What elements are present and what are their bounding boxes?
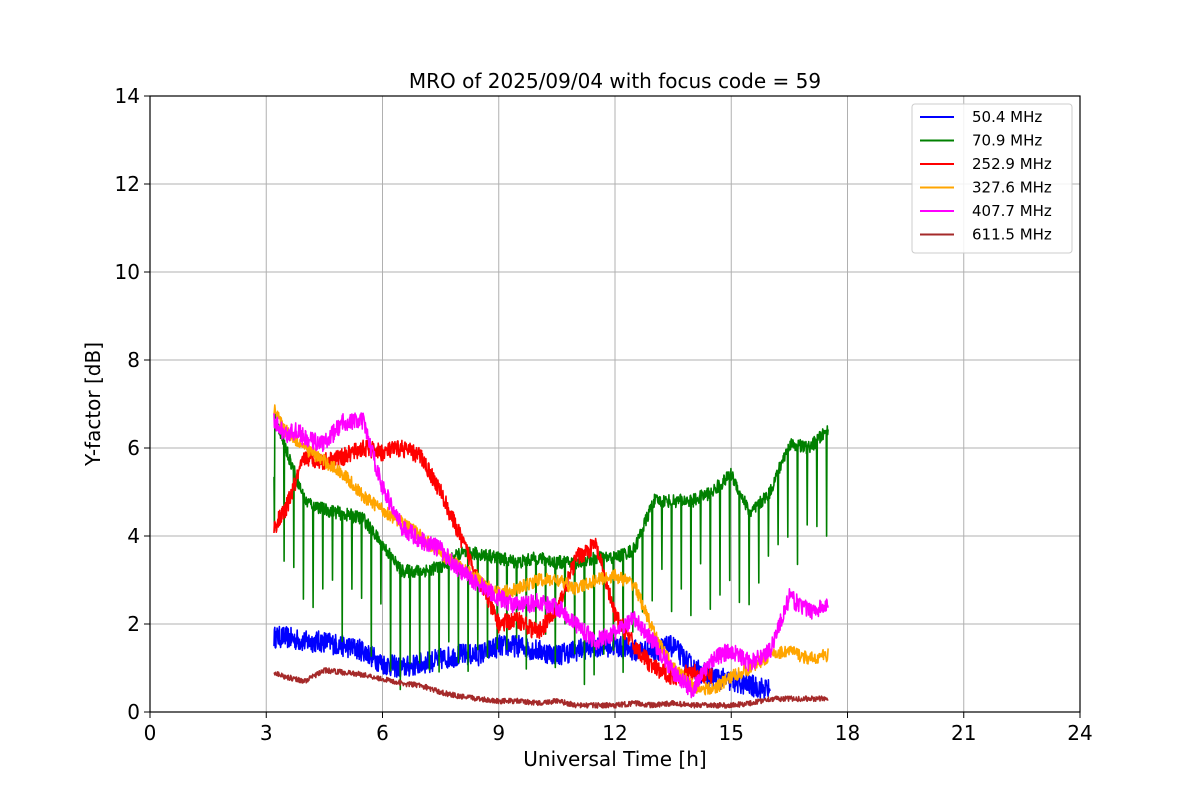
y-tick-label: 2 xyxy=(127,612,140,636)
x-tick-label: 12 xyxy=(602,721,627,745)
chart-title: MRO of 2025/09/04 with focus code = 59 xyxy=(409,69,821,93)
legend-label: 50.4 MHz xyxy=(972,108,1042,126)
y-tick-label: 10 xyxy=(115,260,140,284)
x-tick-label: 24 xyxy=(1067,721,1092,745)
series-line-50-4-mhz xyxy=(273,625,771,700)
x-tick-label: 6 xyxy=(376,721,389,745)
y-tick-label: 12 xyxy=(115,172,140,196)
x-tick-label: 3 xyxy=(260,721,273,745)
y-tick-label: 4 xyxy=(127,524,140,548)
legend-label: 70.9 MHz xyxy=(972,132,1042,150)
x-tick-label: 21 xyxy=(951,721,976,745)
legend: 50.4 MHz 70.9 MHz 252.9 MHz 327.6 MHz 407.7 … xyxy=(911,103,1073,254)
series-line-327-6-mhz xyxy=(273,404,829,696)
x-tick-label: 15 xyxy=(719,721,744,745)
y-tick-label: 8 xyxy=(127,348,140,372)
y-tick-label: 14 xyxy=(115,84,140,108)
series-line-611-5-mhz xyxy=(273,667,829,709)
y-tick-label: 0 xyxy=(127,700,140,724)
legend-label: 407.7 MHz xyxy=(972,202,1052,220)
series-line-407-7-mhz xyxy=(273,412,829,699)
series-line-70-9-mhz xyxy=(273,412,829,691)
y-axis-label: Y-factor [dB] xyxy=(81,342,105,467)
legend-label: 611.5 MHz xyxy=(972,226,1052,244)
series-lines xyxy=(273,404,829,709)
legend-label: 327.6 MHz xyxy=(972,179,1052,197)
y-tick-label: 6 xyxy=(127,436,140,460)
x-tick-label: 9 xyxy=(492,721,505,745)
x-tick-label: 0 xyxy=(144,721,157,745)
series-line-252-9-mhz xyxy=(273,439,713,686)
x-tick-label: 18 xyxy=(835,721,860,745)
x-axis-label: Universal Time [h] xyxy=(523,747,706,771)
legend-label: 252.9 MHz xyxy=(972,155,1052,173)
